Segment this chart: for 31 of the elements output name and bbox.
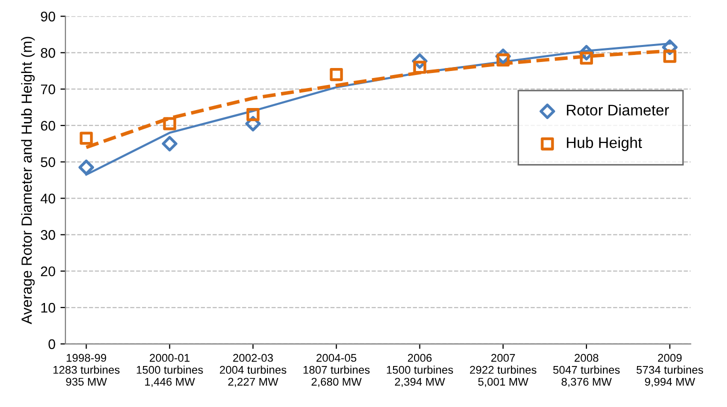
x-tick-label: 2002-03 2004 turbines 2,227 MW xyxy=(220,354,286,388)
y-tick-label: 10 xyxy=(41,302,56,313)
x-tick-label: 2008 5047 turbines 8,376 MW xyxy=(553,354,620,388)
y-tick-label: 90 xyxy=(40,12,56,22)
point xyxy=(663,50,676,63)
x-tick-label: 2007 2922 turbines 5,001 MW xyxy=(470,354,536,388)
point xyxy=(162,136,178,152)
legend-label: Hub Height xyxy=(566,136,642,152)
y-tick-label: 80 xyxy=(40,48,56,58)
point xyxy=(78,160,94,176)
point xyxy=(496,53,510,67)
point xyxy=(580,52,593,65)
point xyxy=(246,108,260,122)
x-tick-label: 2009 5734 turbines 9,994 MW xyxy=(636,354,704,388)
y-axis-title: Average Rotor Diameter and Hub Height (m) xyxy=(21,36,35,324)
legend-label: Rotor Diameter xyxy=(566,104,670,116)
y-tick-label: 40 xyxy=(40,194,56,204)
y-tick-label: 20 xyxy=(40,266,56,276)
point xyxy=(330,68,343,82)
x-tick-label: 2000-01 1500 turbines 1,446 MW xyxy=(136,354,203,388)
x-tick-label: 2004-05 1807 turbines 2,680 MW xyxy=(304,354,370,388)
point xyxy=(80,132,93,145)
x-tick-label: 2006 1500 turbines 2,394 MW xyxy=(386,354,453,388)
y-tick-label: 70 xyxy=(40,84,56,94)
point xyxy=(413,60,426,74)
point xyxy=(163,117,176,130)
x-tick-label: 1998-99 1283 turbines 935 MW xyxy=(53,354,120,386)
y-tick-label: 30 xyxy=(40,230,56,240)
y-tick-label: 0 xyxy=(48,339,56,350)
y-tick-label: 60 xyxy=(40,120,56,131)
y-tick-label: 50 xyxy=(40,157,56,168)
